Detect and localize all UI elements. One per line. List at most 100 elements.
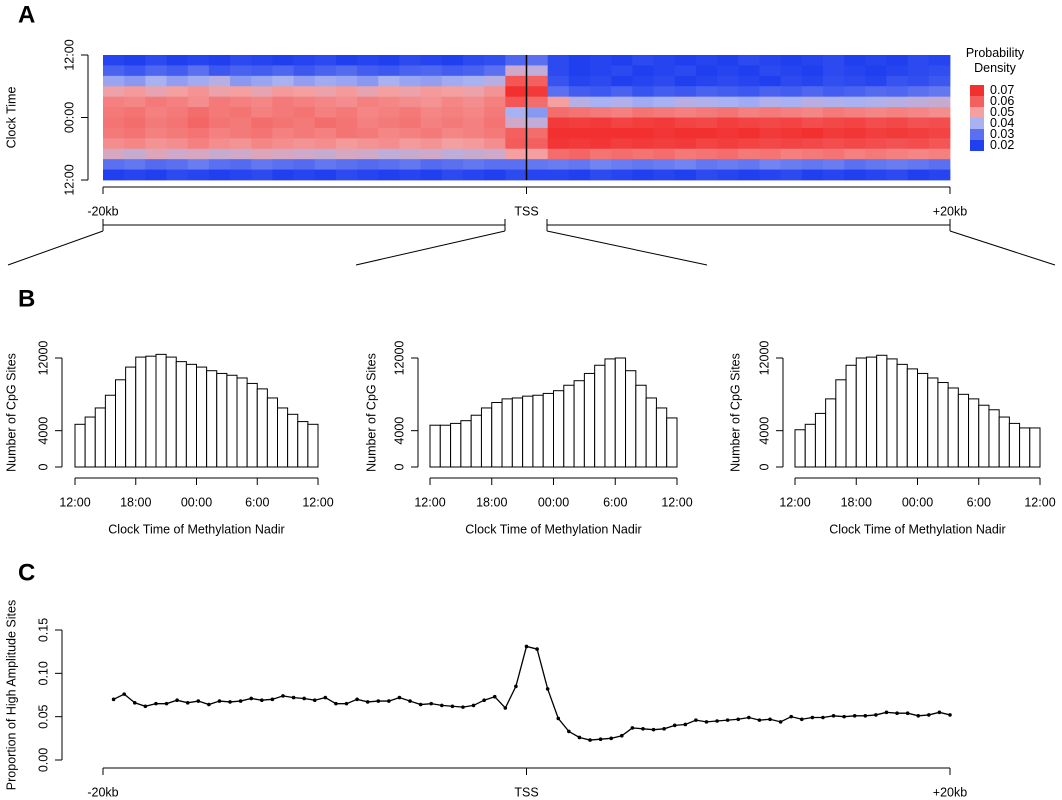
hist-bar xyxy=(450,422,462,468)
heat-cell xyxy=(590,148,612,160)
heat-cell xyxy=(801,107,824,118)
heat-cell xyxy=(484,107,506,118)
point xyxy=(884,710,889,715)
heat-cell xyxy=(378,96,400,108)
heat-cell xyxy=(907,159,930,170)
heat-cell xyxy=(547,86,570,98)
heat-cell xyxy=(590,159,612,170)
heat-cell xyxy=(907,169,930,181)
point xyxy=(387,699,391,703)
hist-bar xyxy=(266,397,278,468)
heat-cell xyxy=(611,169,633,181)
point xyxy=(821,715,825,720)
heat-cell xyxy=(272,117,294,129)
heat-cell xyxy=(822,65,845,77)
heat-cell xyxy=(314,86,337,98)
point xyxy=(641,727,645,731)
heat-cell xyxy=(865,55,887,66)
hist-bar xyxy=(297,421,309,468)
heat-cell xyxy=(484,86,506,98)
heat-cell xyxy=(844,86,866,98)
point xyxy=(937,710,942,715)
heat-cell xyxy=(844,65,866,77)
point xyxy=(260,698,264,702)
heat-cell xyxy=(293,86,316,98)
heat-cell xyxy=(399,75,422,87)
heat-cell xyxy=(441,86,464,98)
heat-cell xyxy=(907,148,930,160)
heat-cell xyxy=(251,65,273,77)
heat-cell xyxy=(907,107,930,118)
heat-cell xyxy=(378,117,400,129)
heat-cell xyxy=(547,159,570,170)
heat-cell xyxy=(124,117,146,129)
legend-swatch xyxy=(970,140,984,151)
heat-cell xyxy=(717,138,739,150)
heat-cell xyxy=(822,138,845,150)
heat-cell xyxy=(653,159,676,170)
hist-bar xyxy=(491,402,503,468)
heat-cell xyxy=(653,86,676,98)
x-tick-label: 18:00 xyxy=(841,495,872,509)
point xyxy=(471,703,476,708)
heat-cell xyxy=(187,86,210,98)
heat-cell xyxy=(526,55,549,66)
heat-cell xyxy=(780,117,803,129)
hist-bar xyxy=(165,356,177,468)
heat-cell xyxy=(166,127,189,139)
legend-swatch xyxy=(970,96,984,107)
point xyxy=(662,727,666,731)
heat-cell xyxy=(568,55,591,66)
heat-cell xyxy=(695,117,718,129)
hist-bar xyxy=(246,382,258,468)
heat-cell xyxy=(357,96,379,108)
point xyxy=(482,698,486,702)
heat-cell xyxy=(166,75,189,87)
hist-bar xyxy=(957,393,970,468)
heat-cell xyxy=(547,169,570,181)
heat-cell xyxy=(399,117,422,129)
panel-label: B xyxy=(18,285,35,312)
heat-cell xyxy=(378,86,400,98)
hist-bar xyxy=(256,388,268,468)
heat-cell xyxy=(632,159,654,170)
heat-cell xyxy=(780,159,803,170)
point xyxy=(196,699,201,703)
heat-cell xyxy=(335,75,358,87)
point xyxy=(207,702,211,707)
heat-cell xyxy=(717,117,739,129)
heat-cell xyxy=(272,75,294,87)
heat-cell xyxy=(484,159,506,170)
heat-cell xyxy=(844,159,866,170)
y-tick-label: 12000 xyxy=(392,341,406,376)
heat-cell xyxy=(632,117,654,129)
heat-cell xyxy=(907,55,930,66)
heat-cell xyxy=(272,96,294,108)
legend-label: 0.02 xyxy=(990,138,1014,152)
heat-cell xyxy=(314,117,337,129)
heat-cell xyxy=(505,75,527,87)
heat-cell xyxy=(251,159,273,170)
heat-cell xyxy=(230,127,252,139)
heat-cell xyxy=(441,96,464,108)
hist-bar xyxy=(216,372,228,468)
y-tick-label: 0 xyxy=(392,463,406,470)
heat-cell xyxy=(335,169,358,181)
heat-cell xyxy=(590,117,612,129)
heat-cell xyxy=(124,138,146,150)
hist-bar xyxy=(74,423,86,468)
point xyxy=(270,697,275,702)
heat-cell xyxy=(272,148,294,160)
hist-bar xyxy=(104,394,116,468)
hist-bar xyxy=(876,354,888,468)
point xyxy=(291,695,296,700)
point xyxy=(747,715,751,720)
heat-cell xyxy=(865,107,887,118)
heat-cell xyxy=(822,55,845,66)
heat-cell xyxy=(611,65,633,77)
legend-label: 0.03 xyxy=(990,127,1014,141)
heat-cell xyxy=(251,75,273,87)
heat-cell xyxy=(590,75,612,87)
point xyxy=(694,718,698,722)
point xyxy=(217,699,222,703)
